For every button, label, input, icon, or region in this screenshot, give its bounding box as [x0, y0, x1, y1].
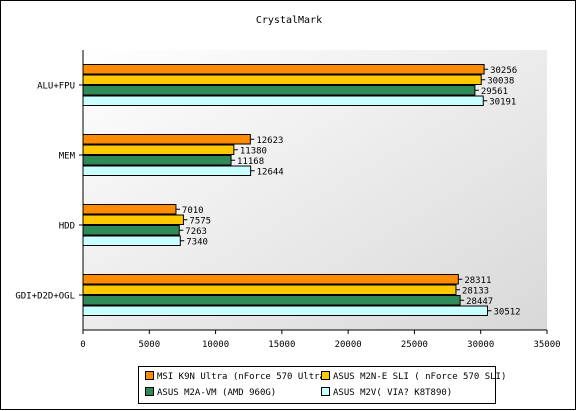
x-tick-label: 5000 — [138, 340, 160, 350]
bar-hdd-series-4 — [82, 235, 181, 246]
bar-mem-series-4 — [82, 165, 252, 176]
data-label: 11168 — [237, 157, 264, 167]
x-tick-label: 20000 — [335, 340, 362, 350]
bar-mem-series-2 — [82, 144, 235, 155]
data-label: 7340 — [186, 237, 208, 247]
x-tick-label: 0 — [80, 340, 85, 350]
legend-label: ASUS M2A-VM (AMD 960G) — [157, 388, 277, 398]
legend: MSI K9N Ultra (nForce 570 Ultra) ASUS M2N… — [138, 366, 506, 404]
x-tick-label: 10000 — [202, 340, 229, 350]
bar-alu-fpu-series-2 — [82, 74, 482, 85]
x-tick-label: 35000 — [533, 340, 560, 350]
bar-alu-fpu-series-3 — [82, 85, 476, 96]
bar-mem-series-1 — [82, 134, 251, 145]
category-label: ALU+FPU — [37, 82, 75, 92]
data-label: 30191 — [489, 97, 516, 107]
bar-hdd-series-2 — [82, 214, 184, 225]
chart-title: CrystalMark — [255, 15, 323, 26]
bar-gdi-d2d-ogl-series-4 — [82, 305, 489, 316]
legend-item-2: ASUS M2N-E SLI ( nForce 570 SLI) — [321, 371, 506, 383]
bar-alu-fpu-series-1 — [82, 64, 485, 75]
legend-swatch — [321, 387, 330, 396]
bar-hdd-series-1 — [82, 204, 177, 215]
legend-label: ASUS M2V( VIA? K8T890) — [333, 388, 453, 398]
data-label: 11380 — [240, 146, 267, 156]
category-label: MEM — [59, 152, 76, 162]
bar-alu-fpu-series-4 — [82, 95, 484, 106]
category-label: GDI+D2D+OGL — [15, 292, 75, 302]
legend-item-3: ASUS M2A-VM (AMD 960G) — [145, 387, 276, 399]
legend-swatch — [321, 371, 330, 380]
x-tick-label: 15000 — [268, 340, 295, 350]
bar-gdi-d2d-ogl-series-1 — [82, 274, 459, 285]
legend-item-4: ASUS M2V( VIA? K8T890) — [321, 387, 452, 399]
category-label: HDD — [59, 222, 75, 232]
legend-item-1: MSI K9N Ultra (nForce 570 Ultra) — [145, 371, 330, 383]
bar-gdi-d2d-ogl-series-2 — [82, 284, 457, 295]
data-label: 28447 — [466, 297, 493, 307]
legend-swatch — [145, 387, 154, 396]
data-label: 12644 — [257, 167, 284, 177]
data-label: 7575 — [189, 216, 211, 226]
data-label: 12623 — [256, 136, 283, 146]
data-label: 29561 — [481, 87, 508, 97]
x-tick-label: 30000 — [467, 340, 494, 350]
legend-swatch — [145, 371, 154, 380]
legend-label: MSI K9N Ultra (nForce 570 Ultra) — [157, 372, 331, 382]
bar-mem-series-3 — [82, 155, 232, 166]
data-label: 30512 — [494, 307, 521, 317]
data-label: 7263 — [185, 227, 207, 237]
x-tick-label: 25000 — [401, 340, 428, 350]
data-label: 28133 — [462, 286, 489, 296]
data-label: 30256 — [490, 66, 517, 76]
data-label: 30038 — [487, 76, 514, 86]
data-label: 28311 — [464, 276, 491, 286]
bar-gdi-d2d-ogl-series-3 — [82, 295, 461, 306]
bar-hdd-series-3 — [82, 225, 180, 236]
data-label: 7010 — [182, 206, 204, 216]
legend-label: ASUS M2N-E SLI ( nForce 570 SLI) — [333, 372, 507, 382]
